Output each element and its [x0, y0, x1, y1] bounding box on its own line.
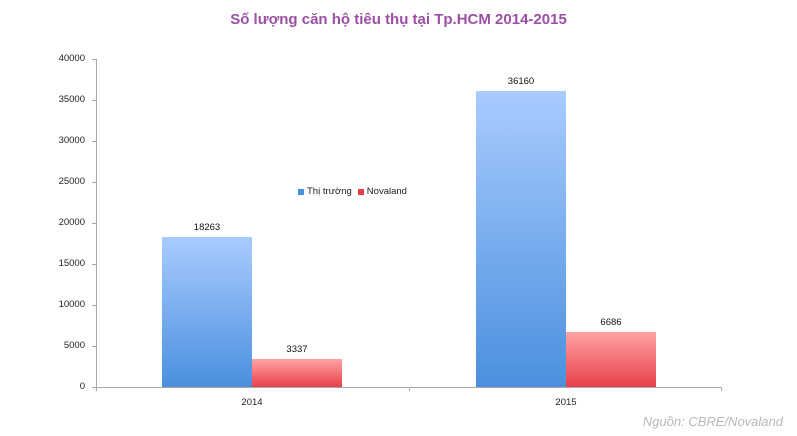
x-tick-label: 2015 [555, 397, 577, 408]
source-note: Nguồn: CBRE/Novaland [642, 414, 783, 429]
y-axis [96, 59, 97, 388]
x-tick-label: 2014 [241, 397, 263, 408]
y-tick-mark [92, 182, 96, 183]
y-tick-label: 15000 [58, 258, 85, 269]
data-label: 36160 [507, 76, 535, 87]
y-tick-label: 0 [79, 381, 85, 392]
y-tick-mark [92, 387, 96, 388]
legend-item-thi-truong: Thị trường [298, 186, 352, 197]
y-tick-mark [92, 100, 96, 101]
x-tick-mark [721, 387, 722, 391]
y-tick-label: 25000 [58, 176, 85, 187]
y-tick-mark [92, 346, 96, 347]
data-label: 18263 [193, 222, 221, 233]
bar-2014-thi-truong [162, 237, 252, 387]
x-tick-mark [409, 387, 410, 391]
legend: Thị trường Novaland [298, 186, 413, 197]
bar-2015-thi-truong [476, 91, 566, 387]
data-label: 3337 [286, 344, 308, 355]
y-tick-label: 10000 [58, 299, 85, 310]
x-tick-mark [96, 387, 97, 391]
y-tick-label: 40000 [58, 53, 85, 64]
legend-item-novaland: Novaland [357, 186, 407, 197]
legend-label: Thị trường [307, 186, 352, 197]
legend-label: Novaland [366, 186, 407, 197]
bar-2014-novaland [252, 359, 342, 387]
legend-swatch-blue [298, 188, 304, 195]
data-label: 6686 [600, 317, 622, 328]
y-tick-label: 30000 [58, 135, 85, 146]
y-tick-mark [92, 141, 96, 142]
legend-swatch-red [357, 188, 364, 195]
y-tick-mark [92, 305, 96, 306]
bar-2015-novaland [566, 332, 656, 387]
y-tick-label: 20000 [58, 217, 85, 228]
y-tick-mark [92, 59, 96, 60]
y-tick-label: 5000 [63, 340, 85, 351]
y-tick-label: 35000 [58, 94, 85, 105]
y-tick-mark [92, 264, 96, 265]
chart-title: Số lượng căn hộ tiêu thụ tại Tp.HCM 2014… [230, 11, 567, 28]
y-tick-mark [92, 223, 96, 224]
